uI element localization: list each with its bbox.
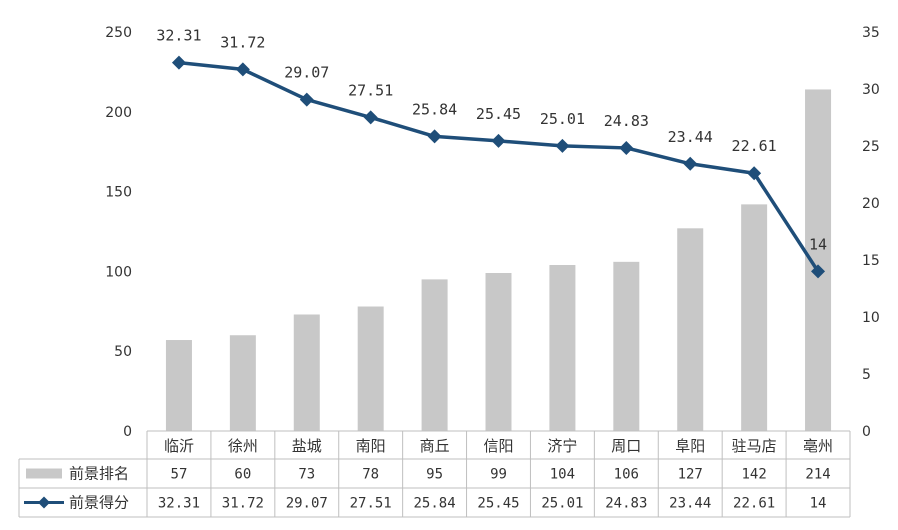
table-cell: 73 — [298, 467, 315, 483]
table-cell: 104 — [550, 467, 575, 483]
table-cell: 95 — [426, 467, 443, 483]
data-label: 22.61 — [732, 137, 777, 155]
y2-tick-label: 25 — [862, 139, 880, 155]
legend-label: 前景得分 — [69, 494, 129, 512]
table-cell: 31.72 — [222, 496, 264, 512]
category-label: 盐城 — [292, 437, 322, 455]
line-marker — [811, 264, 826, 279]
table-cell: 127 — [678, 467, 703, 483]
table-cell: 57 — [171, 467, 188, 483]
line-marker — [171, 55, 186, 70]
y-tick-label: 0 — [123, 424, 132, 440]
data-label: 27.51 — [348, 81, 393, 99]
bar — [677, 228, 704, 431]
table-cell: 27.51 — [350, 496, 392, 512]
table-cell: 106 — [614, 467, 639, 483]
data-label: 14 — [809, 235, 827, 253]
y2-tick-label: 10 — [862, 310, 880, 326]
data-label: 25.01 — [540, 110, 585, 128]
line-marker — [619, 140, 634, 155]
line-marker — [235, 62, 250, 77]
category-label: 徐州 — [228, 437, 258, 455]
table-cell: 32.31 — [158, 496, 200, 512]
table-cell: 25.01 — [541, 496, 583, 512]
data-label: 32.31 — [156, 27, 201, 45]
bar — [293, 314, 320, 431]
table-cell: 25.45 — [477, 496, 519, 512]
y2-tick-label: 0 — [862, 424, 871, 440]
category-label: 济宁 — [547, 437, 577, 455]
y2-tick-label: 30 — [862, 82, 880, 98]
bar — [549, 265, 576, 431]
bar — [357, 306, 384, 431]
table-cell: 22.61 — [733, 496, 775, 512]
bar — [613, 261, 640, 431]
table-cell: 60 — [234, 467, 251, 483]
y2-tick-label: 15 — [862, 253, 880, 269]
line-marker — [555, 138, 570, 153]
data-label: 24.83 — [604, 112, 649, 130]
y2-tick-label: 5 — [862, 367, 871, 383]
table-cell: 78 — [362, 467, 379, 483]
table-cell: 14 — [810, 496, 827, 512]
data-label: 29.07 — [284, 64, 329, 82]
line-marker — [299, 92, 314, 107]
category-label: 驻马店 — [732, 437, 777, 455]
bar — [741, 204, 768, 431]
line-marker — [363, 110, 378, 125]
line-marker — [683, 156, 698, 171]
y-tick-label: 200 — [105, 105, 132, 121]
y-tick-label: 250 — [105, 25, 132, 41]
y2-tick-label: 20 — [862, 196, 880, 212]
line-marker — [491, 133, 506, 148]
line-marker — [747, 166, 762, 181]
category-label: 阜阳 — [675, 437, 705, 455]
y2-tick-label: 35 — [862, 25, 880, 41]
data-label: 25.84 — [412, 100, 457, 118]
y-tick-label: 50 — [114, 344, 132, 360]
data-label: 23.44 — [668, 128, 713, 146]
category-label: 临沂 — [164, 437, 194, 455]
table-cell: 23.44 — [669, 496, 711, 512]
category-label: 南阳 — [356, 437, 386, 455]
table-cell: 214 — [805, 467, 830, 483]
bar — [165, 340, 192, 431]
bar — [229, 335, 256, 431]
legend-label: 前景排名 — [69, 465, 129, 483]
category-label: 商丘 — [420, 437, 450, 455]
y-tick-label: 150 — [105, 185, 132, 201]
category-label: 周口 — [611, 437, 641, 455]
data-label: 25.45 — [476, 105, 521, 123]
series-line — [178, 60, 820, 273]
category-label: 亳州 — [803, 437, 833, 455]
table-cell: 24.83 — [605, 496, 647, 512]
table-cell: 29.07 — [286, 496, 328, 512]
legend-key-bar — [26, 468, 62, 479]
table-cell: 99 — [490, 467, 507, 483]
y-tick-label: 100 — [105, 264, 132, 280]
bar — [421, 279, 448, 431]
bar — [485, 272, 512, 431]
table-cell: 25.84 — [414, 496, 456, 512]
category-label: 信阳 — [483, 437, 513, 455]
legend-key-marker — [38, 496, 50, 509]
table-cell: 142 — [741, 467, 766, 483]
data-label: 31.72 — [220, 33, 265, 51]
line-marker — [427, 129, 442, 144]
